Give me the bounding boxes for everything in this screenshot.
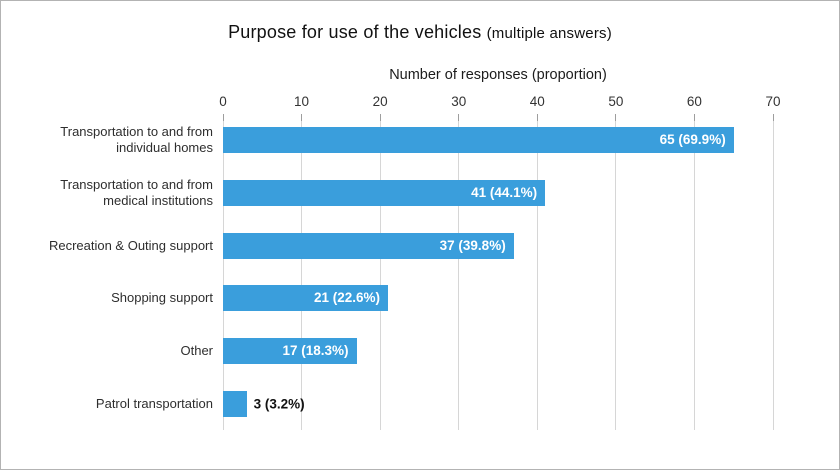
- x-tick-mark: [301, 114, 303, 121]
- bar-rows: Transportation to and from individual hom…: [1, 114, 839, 430]
- bar-row: Shopping support 21 (22.6%): [1, 272, 839, 325]
- bar-row: Transportation to and from individual hom…: [1, 114, 839, 167]
- bar: [223, 390, 247, 417]
- value-label: 37 (39.8%): [439, 237, 506, 253]
- x-tick-label: 70: [765, 94, 781, 109]
- chart-title-main: Purpose for use of the vehicles: [228, 22, 482, 42]
- x-tick-label: 50: [608, 94, 624, 109]
- category-label: Patrol transportation: [95, 395, 213, 411]
- bar: 65 (69.9%): [223, 127, 734, 154]
- value-label: 17 (18.3%): [282, 342, 349, 358]
- value-label: 41 (44.1%): [471, 184, 538, 200]
- x-tick-label: 60: [686, 94, 702, 109]
- x-tick-mark: [458, 114, 460, 121]
- x-tick-label: 20: [372, 94, 388, 109]
- gridline: [379, 114, 381, 430]
- value-label: 21 (22.6%): [313, 290, 380, 306]
- gridline: [458, 114, 460, 430]
- x-tick-label: 0: [219, 94, 227, 109]
- category-label: Recreation & Outing support: [48, 237, 213, 253]
- x-tick-mark: [536, 114, 538, 121]
- x-tick-mark: [615, 114, 617, 121]
- value-label: 65 (69.9%): [659, 132, 726, 148]
- plot-area: [222, 114, 774, 430]
- x-tick-mark: [772, 114, 774, 121]
- gridline: [615, 114, 617, 430]
- bar: 41 (44.1%): [223, 179, 546, 206]
- chart-title: Purpose for use of the vehicles (multipl…: [1, 22, 839, 43]
- x-tick-mark: [379, 114, 381, 121]
- value-label: 3 (3.2%): [253, 396, 305, 412]
- category-label: Transportation to and from medical instit…: [60, 176, 213, 208]
- bar: 21 (22.6%): [223, 285, 388, 312]
- x-tick-label: 30: [451, 94, 467, 109]
- bar-row: Other 17 (18.3%): [1, 325, 839, 378]
- gridline: [301, 114, 303, 430]
- category-label: Other: [180, 342, 213, 358]
- gridline: [536, 114, 538, 430]
- x-tick-mark: [693, 114, 695, 121]
- category-label: Shopping support: [111, 290, 213, 306]
- x-tick-label: 10: [294, 94, 310, 109]
- gridline: [222, 114, 224, 430]
- x-tick-label: 40: [529, 94, 545, 109]
- bar: 17 (18.3%): [223, 337, 357, 364]
- bar-row: Transportation to and from medical instit…: [1, 167, 839, 220]
- category-label: Transportation to and from individual hom…: [60, 124, 213, 156]
- gridline: [772, 114, 774, 430]
- gridline: [693, 114, 695, 430]
- x-tick-mark: [222, 114, 224, 121]
- bar: 37 (39.8%): [223, 232, 514, 259]
- chart-title-sub: (multiple answers): [486, 25, 612, 42]
- bar-row: Recreation & Outing support 37 (39.8%): [1, 219, 839, 272]
- bar-row: Patrol transportation 3 (3.2%): [1, 377, 839, 430]
- x-axis-ticks: 0 10 20 30 40 50 60 70: [219, 94, 780, 110]
- x-axis-title: Number of responses (proportion): [389, 67, 607, 83]
